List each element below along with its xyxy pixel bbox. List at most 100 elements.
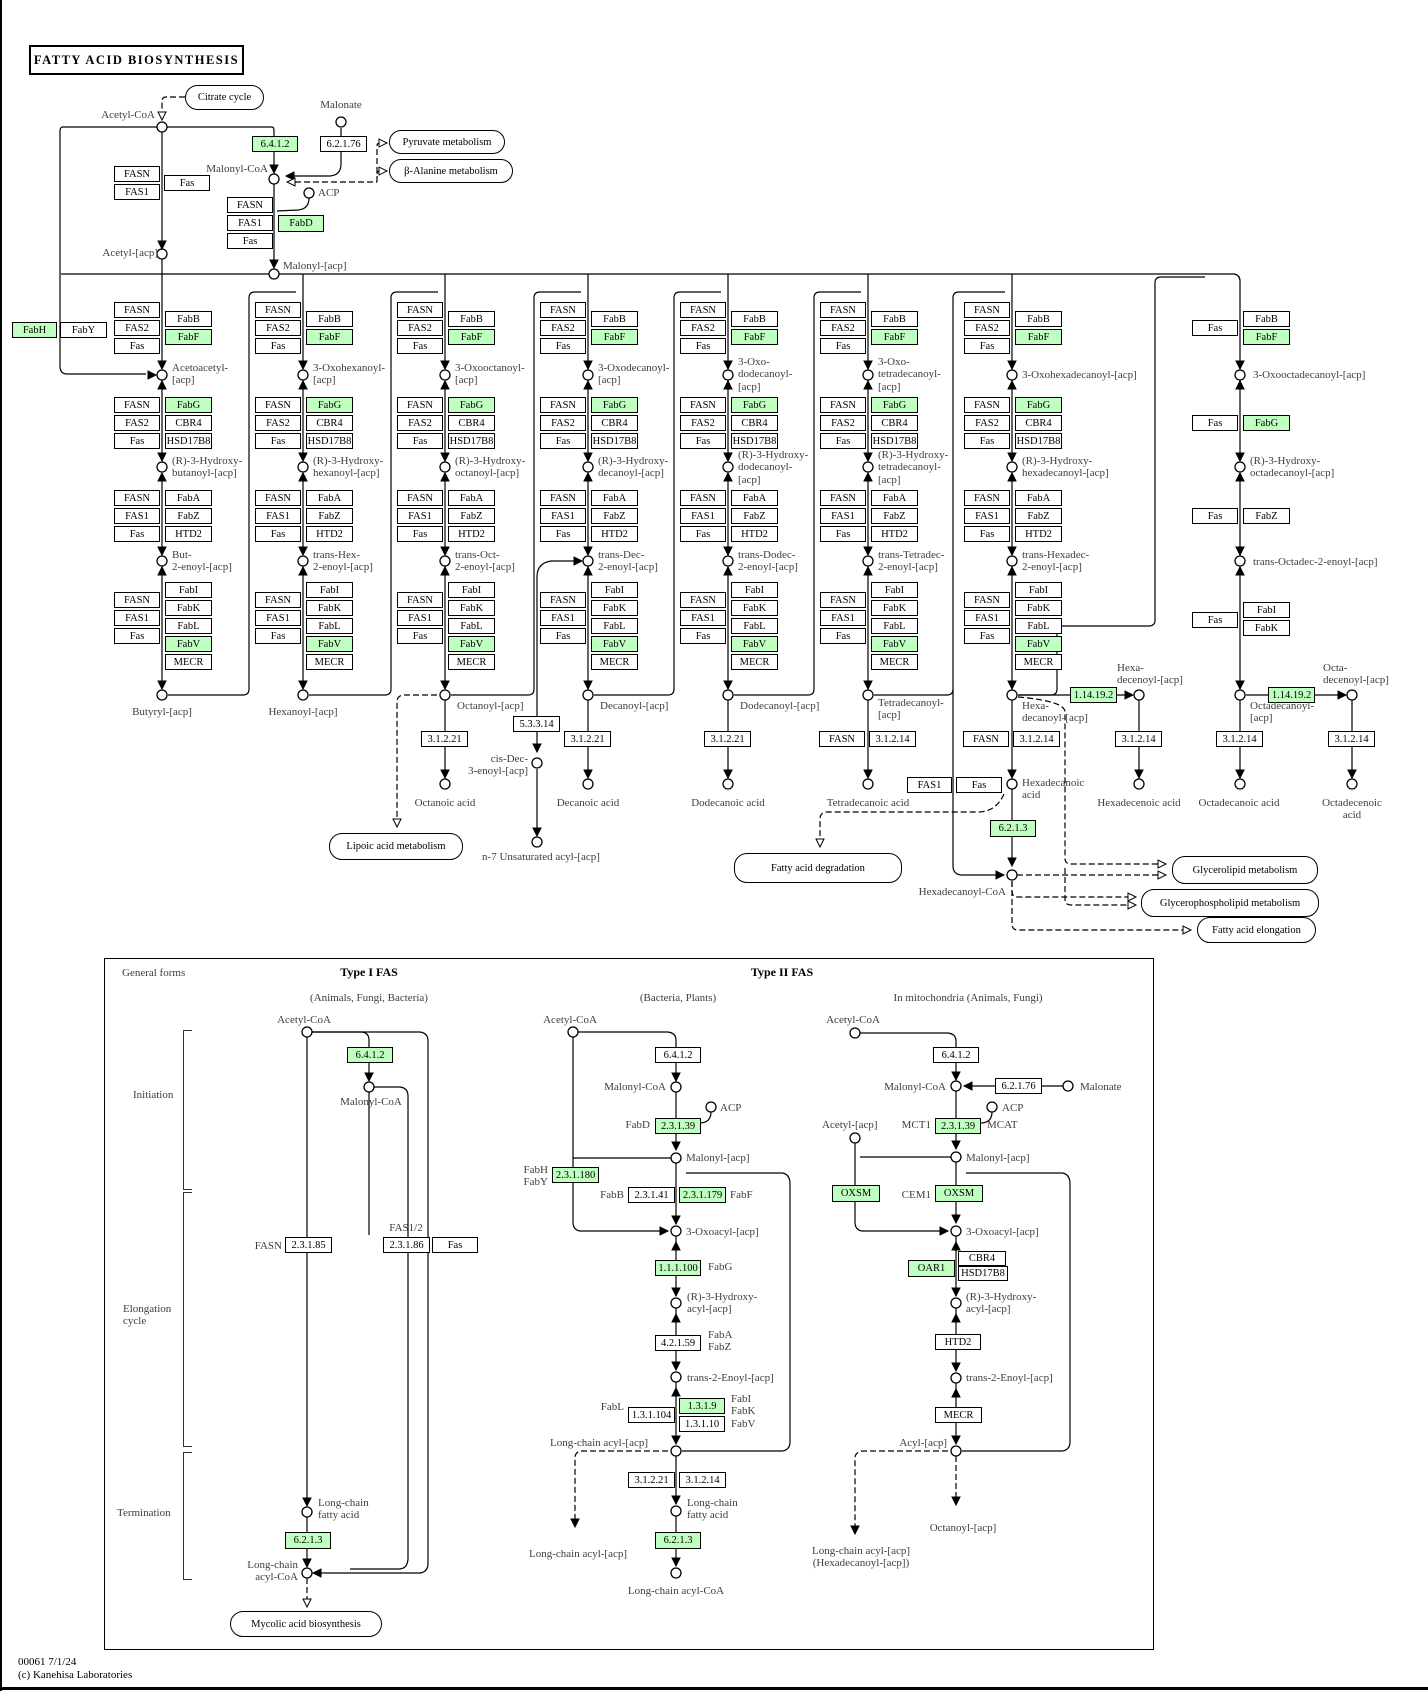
enzyme-box-fasn[interactable]: FASN — [227, 197, 273, 213]
enzyme-box-1-1-1-100[interactable]: 1.1.1.100 — [655, 1260, 701, 1276]
enzyme-box-fas2[interactable]: FAS2 — [114, 320, 160, 336]
enzyme-box-fabv[interactable]: FabV — [591, 636, 638, 652]
enzyme-box-3-1-2-14[interactable]: 3.1.2.14 — [869, 731, 916, 747]
metabolite-node[interactable] — [297, 555, 309, 567]
enzyme-box-3-1-2-14[interactable]: 3.1.2.14 — [1013, 731, 1060, 747]
enzyme-box-3-1-2-21[interactable]: 3.1.2.21 — [421, 731, 468, 747]
enzyme-box-fabi[interactable]: FabI — [1015, 582, 1062, 598]
pathway-link-mycolic-acid-biosynthesis[interactable]: Mycolic acid biosynthesis — [230, 1611, 382, 1637]
enzyme-box-fas[interactable]: Fas — [820, 338, 866, 354]
enzyme-box-fas2[interactable]: FAS2 — [964, 320, 1010, 336]
enzyme-box-6-4-1-2[interactable]: 6.4.1.2 — [252, 136, 298, 152]
enzyme-box-fabd[interactable]: FabD — [278, 215, 324, 232]
metabolite-node[interactable] — [439, 369, 451, 381]
enzyme-box-1-14-19-2[interactable]: 1.14.19.2 — [1268, 687, 1315, 703]
enzyme-box-oar1[interactable]: OAR1 — [908, 1260, 955, 1277]
enzyme-box-hsd17b8[interactable]: HSD17B8 — [731, 433, 778, 449]
enzyme-box-fasn[interactable]: FASN — [680, 490, 726, 506]
metabolite-node[interactable] — [670, 1371, 682, 1383]
metabolite-node[interactable] — [582, 369, 594, 381]
enzyme-box-fas2[interactable]: FAS2 — [397, 320, 443, 336]
enzyme-box-htd2[interactable]: HTD2 — [935, 1334, 981, 1350]
metabolite-node[interactable] — [862, 461, 874, 473]
enzyme-box-fabf[interactable]: FabF — [165, 329, 212, 345]
metabolite-node[interactable] — [156, 248, 168, 260]
metabolite-node[interactable] — [862, 778, 874, 790]
enzyme-box-fabg[interactable]: FabG — [306, 397, 353, 413]
enzyme-box-fasn[interactable]: FASN — [964, 592, 1010, 608]
enzyme-box-fasn[interactable]: FASN — [397, 302, 443, 318]
enzyme-box-3-1-2-14[interactable]: 3.1.2.14 — [1115, 731, 1162, 747]
enzyme-box-fas1[interactable]: FAS1 — [255, 610, 301, 626]
enzyme-box-fabg[interactable]: FabG — [448, 397, 495, 413]
enzyme-box-htd2[interactable]: HTD2 — [165, 526, 212, 542]
enzyme-box-cbr4[interactable]: CBR4 — [306, 415, 353, 431]
enzyme-box-6-2-1-3[interactable]: 6.2.1.3 — [990, 820, 1036, 837]
metabolite-node[interactable] — [670, 1081, 682, 1093]
metabolite-node[interactable] — [439, 778, 451, 790]
metabolite-node[interactable] — [335, 116, 347, 128]
enzyme-box-1-3-1-10[interactable]: 1.3.1.10 — [679, 1416, 725, 1432]
enzyme-box-fas1[interactable]: FAS1 — [680, 610, 726, 626]
enzyme-box-fas[interactable]: Fas — [114, 433, 160, 449]
enzyme-box-cbr4[interactable]: CBR4 — [731, 415, 778, 431]
enzyme-box-fas2[interactable]: FAS2 — [397, 415, 443, 431]
enzyme-box-fas[interactable]: Fas — [680, 338, 726, 354]
enzyme-box-fabb[interactable]: FabB — [448, 311, 495, 327]
enzyme-box-fas[interactable]: Fas — [964, 628, 1010, 644]
enzyme-box-htd2[interactable]: HTD2 — [1015, 526, 1062, 542]
enzyme-box-fas[interactable]: Fas — [540, 433, 586, 449]
metabolite-node[interactable] — [862, 689, 874, 701]
enzyme-box-fasn[interactable]: FASN — [397, 592, 443, 608]
enzyme-box-fasn[interactable]: FASN — [114, 397, 160, 413]
pathway-link-glycerolipid-metabolism[interactable]: Glycerolipid metabolism — [1172, 856, 1318, 884]
enzyme-box-fabb[interactable]: FabB — [591, 311, 638, 327]
enzyme-box-fas[interactable]: Fas — [964, 338, 1010, 354]
enzyme-box-fas1[interactable]: FAS1 — [964, 610, 1010, 626]
metabolite-node[interactable] — [268, 268, 280, 280]
enzyme-box-fabg[interactable]: FabG — [165, 397, 212, 413]
enzyme-box-oxsm[interactable]: OXSM — [935, 1185, 983, 1202]
enzyme-box-fas[interactable]: Fas — [397, 433, 443, 449]
enzyme-box-fas1[interactable]: FAS1 — [964, 508, 1010, 524]
enzyme-box-fas1[interactable]: FAS1 — [820, 508, 866, 524]
enzyme-box-3-1-2-14[interactable]: 3.1.2.14 — [1328, 731, 1375, 747]
metabolite-node[interactable] — [582, 778, 594, 790]
metabolite-node[interactable] — [722, 369, 734, 381]
enzyme-box-fabi[interactable]: FabI — [591, 582, 638, 598]
enzyme-box-fas[interactable]: Fas — [255, 628, 301, 644]
metabolite-node[interactable] — [722, 461, 734, 473]
enzyme-box-fas1[interactable]: FAS1 — [397, 610, 443, 626]
metabolite-node[interactable] — [1133, 689, 1145, 701]
metabolite-node[interactable] — [986, 1101, 998, 1113]
enzyme-box-fasn[interactable]: FASN — [820, 302, 866, 318]
enzyme-box-fabv[interactable]: FabV — [731, 636, 778, 652]
metabolite-node[interactable] — [582, 461, 594, 473]
enzyme-box-fabf[interactable]: FabF — [591, 329, 638, 345]
enzyme-box-fasn[interactable]: FASN — [114, 302, 160, 318]
enzyme-box-cbr4[interactable]: CBR4 — [591, 415, 638, 431]
enzyme-box-6-2-1-76[interactable]: 6.2.1.76 — [320, 136, 367, 152]
enzyme-box-fabv[interactable]: FabV — [165, 636, 212, 652]
enzyme-box-6-4-1-2[interactable]: 6.4.1.2 — [347, 1047, 393, 1063]
enzyme-box-2-3-1-41[interactable]: 2.3.1.41 — [628, 1187, 675, 1203]
metabolite-node[interactable] — [950, 1225, 962, 1237]
enzyme-box-fabv[interactable]: FabV — [448, 636, 495, 652]
enzyme-box-fasn[interactable]: FASN — [255, 490, 301, 506]
enzyme-box-6-2-1-3[interactable]: 6.2.1.3 — [655, 1532, 701, 1549]
enzyme-box-fas2[interactable]: FAS2 — [540, 320, 586, 336]
enzyme-box-1-14-19-2[interactable]: 1.14.19.2 — [1070, 687, 1117, 703]
enzyme-box-5-3-3-14[interactable]: 5.3.3.14 — [513, 716, 560, 732]
enzyme-box-faba[interactable]: FabA — [1015, 490, 1062, 506]
enzyme-box-fasn[interactable]: FASN — [963, 731, 1009, 747]
enzyme-box-faba[interactable]: FabA — [165, 490, 212, 506]
metabolite-node[interactable] — [1006, 869, 1018, 881]
metabolite-node[interactable] — [1234, 555, 1246, 567]
enzyme-box-fabf[interactable]: FabF — [1243, 329, 1290, 345]
enzyme-box-fabi[interactable]: FabI — [448, 582, 495, 598]
metabolite-node[interactable] — [1234, 689, 1246, 701]
metabolite-node[interactable] — [950, 1445, 962, 1457]
enzyme-box-faby[interactable]: FabY — [60, 322, 107, 338]
enzyme-box-1-3-1-104[interactable]: 1.3.1.104 — [628, 1407, 675, 1423]
enzyme-box-fas1[interactable]: FAS1 — [907, 777, 952, 793]
